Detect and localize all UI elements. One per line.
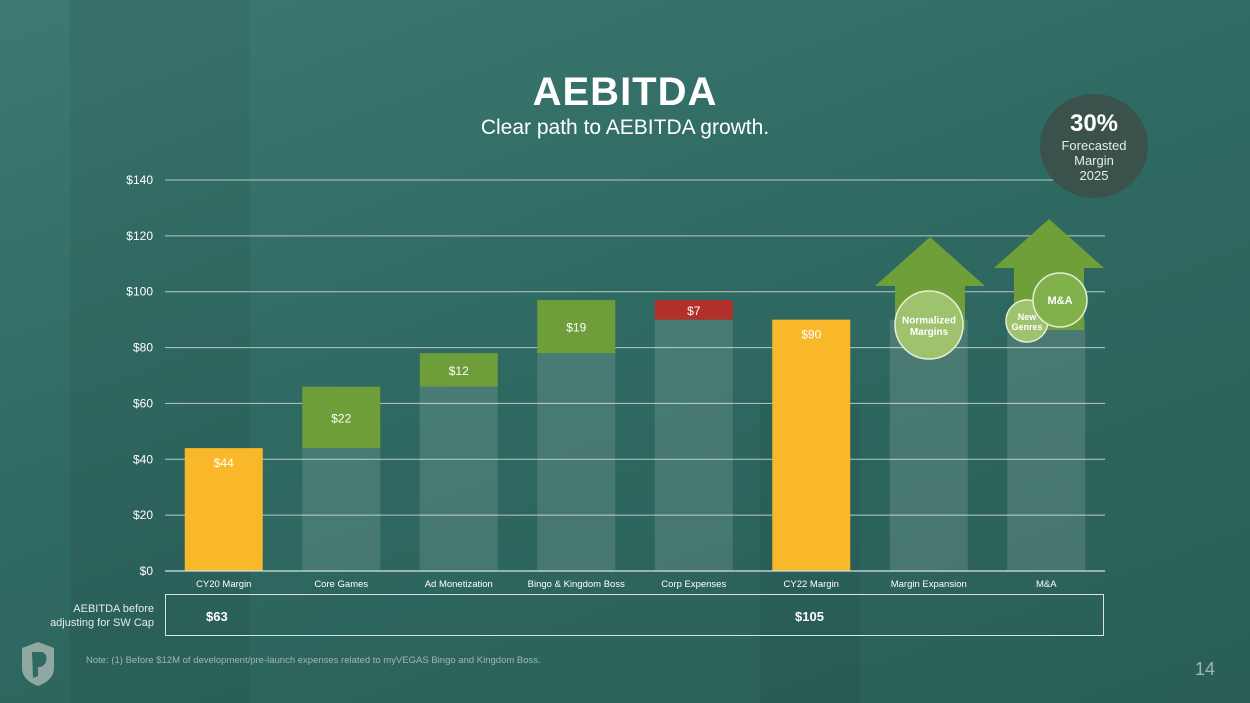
bar (537, 300, 616, 354)
bubble-label: New (1018, 312, 1038, 322)
y-tick-label: $120 (126, 229, 153, 243)
badge-line: Forecasted (1061, 138, 1127, 153)
data-label: $19 (566, 321, 586, 335)
bar (419, 353, 498, 387)
cap-cy20-value: $63 (206, 609, 228, 624)
bar (184, 448, 263, 571)
m-and-a-bubble (1032, 272, 1088, 328)
badge-line: 2025 (1079, 168, 1109, 183)
ghost-bar (537, 353, 616, 571)
cap-label-line: AEBITDA before (73, 603, 154, 615)
x-tick-label: Corp Expenses (661, 579, 726, 590)
y-tick-label: $80 (133, 341, 153, 355)
x-tick-label: Core Games (314, 579, 368, 590)
x-tick-label: CY20 Margin (196, 579, 251, 590)
y-tick-label: $40 (133, 452, 153, 466)
page-number: 14 (1195, 659, 1216, 679)
normalized-margins-bubble (894, 290, 964, 360)
bubble-label: Genres (1011, 322, 1042, 332)
forecast-margin-badge: 30% Forecasted Margin 2025 (1040, 94, 1148, 198)
y-tick-label: $60 (133, 396, 153, 410)
projected-bar (1007, 319, 1086, 571)
bubble-label: Normalized (902, 315, 956, 326)
bubble-label: Margins (910, 327, 949, 338)
projected-bar (889, 319, 968, 571)
footnote: Note: (1) Before $12M of development/pre… (86, 655, 541, 666)
cap-row-box: $63 $105 (165, 594, 1104, 636)
cap-row-label: AEBITDA before adjusting for SW Cap (40, 602, 154, 630)
cap-cy22-value: $105 (795, 609, 824, 624)
x-tick-label: Margin Expansion (891, 579, 967, 590)
background-shape (70, 0, 250, 703)
cap-label-line: adjusting for SW Cap (50, 617, 154, 629)
badge-line: Margin (1074, 153, 1114, 168)
bar (654, 300, 733, 320)
data-label: $7 (687, 304, 701, 318)
data-label: $90 (801, 328, 821, 342)
bubble-label: M&A (1047, 295, 1072, 307)
y-tick-label: $0 (140, 564, 154, 578)
x-tick-label: Ad Monetization (425, 579, 493, 590)
y-tick-label: $100 (126, 285, 153, 299)
company-logo-icon (22, 642, 54, 686)
x-tick-label: CY22 Margin (784, 579, 839, 590)
bar (302, 386, 381, 449)
page-title: AEBITDA (532, 70, 718, 114)
data-label: $12 (449, 364, 469, 378)
y-tick-label: $140 (126, 173, 153, 187)
x-tick-label: M&A (1036, 579, 1057, 590)
ghost-bar (302, 448, 381, 571)
data-label: $44 (214, 456, 234, 470)
page-subtitle: Clear path to AEBITDA growth. (480, 116, 770, 139)
ghost-bar (419, 386, 498, 571)
badge-value: 30% (1069, 110, 1119, 137)
y-tick-label: $20 (133, 508, 153, 522)
bar (772, 319, 851, 571)
x-tick-label: Bingo & Kingdom Boss (528, 579, 625, 590)
data-label: $22 (331, 411, 351, 425)
ghost-bar (654, 319, 733, 571)
